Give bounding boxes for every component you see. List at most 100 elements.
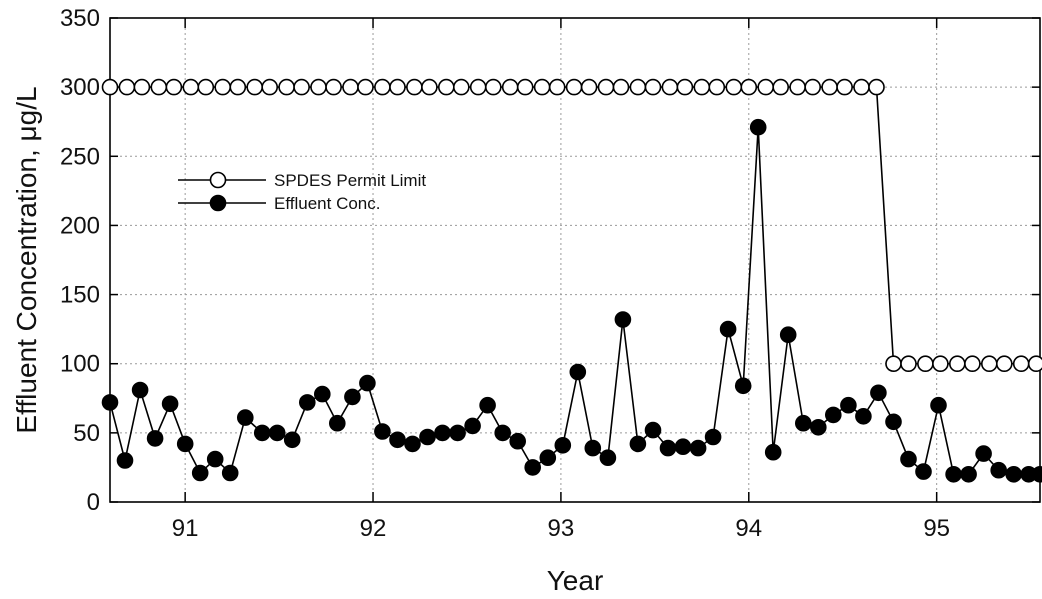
series-layer <box>101 78 1042 483</box>
data-point <box>995 355 1013 373</box>
data-point <box>676 78 694 96</box>
legend-marker <box>209 194 227 212</box>
axis-ticks: 0 50 100 150 200 250 300 350 91 92 93 94 95 <box>60 5 1040 542</box>
data-point <box>980 355 998 373</box>
data-point <box>342 78 359 96</box>
data-point <box>539 449 557 467</box>
data-point <box>133 78 151 96</box>
data-point <box>421 78 438 96</box>
data-point <box>344 388 361 406</box>
data-point <box>359 374 376 392</box>
y-tick-label: 300 <box>60 74 100 101</box>
legend: SPDES Permit Limit Effluent Conc. <box>178 171 426 213</box>
data-point <box>261 78 279 96</box>
data-point <box>313 385 331 403</box>
data-point <box>246 78 263 96</box>
data-point <box>1031 466 1042 483</box>
data-point <box>278 78 295 96</box>
data-point <box>554 436 572 454</box>
data-point <box>900 355 917 373</box>
data-point <box>734 377 752 395</box>
data-point <box>434 424 451 442</box>
data-point <box>283 431 301 449</box>
data-point <box>131 381 149 399</box>
y-tick-label: 350 <box>60 5 100 32</box>
data-point <box>150 78 168 96</box>
series-permit-limit <box>101 78 1042 373</box>
data-point <box>221 464 239 482</box>
data-point <box>1005 465 1023 483</box>
data-point <box>917 355 934 373</box>
data-point <box>749 118 767 136</box>
data-point <box>789 78 806 96</box>
data-point <box>809 418 827 436</box>
y-tick-label: 250 <box>60 143 100 170</box>
y-axis-title: Effluent Concentration, μg/L <box>11 86 42 433</box>
data-point <box>824 406 842 424</box>
data-point <box>374 78 391 96</box>
data-point <box>293 78 310 96</box>
data-point <box>990 461 1008 479</box>
data-point <box>725 78 743 96</box>
data-point <box>298 394 316 411</box>
legend-marker <box>209 171 227 189</box>
data-point <box>479 396 496 414</box>
data-point <box>118 78 136 96</box>
data-point <box>389 431 406 449</box>
data-point <box>612 78 630 96</box>
data-point <box>932 355 949 373</box>
data-point <box>964 355 981 373</box>
data-point <box>268 424 286 442</box>
data-point <box>580 78 598 96</box>
data-point <box>629 78 647 96</box>
data-point <box>836 78 853 96</box>
data-point <box>772 78 790 96</box>
data-point <box>945 465 962 483</box>
data-point <box>419 428 436 446</box>
data-point <box>101 78 119 96</box>
data-point <box>757 78 775 96</box>
data-point <box>689 439 707 457</box>
x-tick-label: 93 <box>548 515 575 542</box>
legend-item: SPDES Permit Limit <box>178 171 426 190</box>
data-point <box>328 414 346 432</box>
data-point <box>404 435 421 453</box>
series-line <box>110 86 1037 365</box>
data-point <box>855 407 872 425</box>
data-point <box>629 435 647 453</box>
x-axis-title: Year <box>547 565 604 596</box>
data-point <box>501 78 519 96</box>
data-point <box>516 78 534 96</box>
data-point <box>206 450 224 468</box>
data-point <box>116 452 134 469</box>
x-tick-label: 95 <box>923 515 950 542</box>
x-tick-label: 92 <box>360 515 387 542</box>
data-point <box>599 449 617 467</box>
data-point <box>659 439 677 457</box>
data-point <box>644 421 662 439</box>
data-point <box>357 78 374 96</box>
data-point <box>779 326 797 344</box>
data-point <box>900 450 917 468</box>
y-tick-label: 150 <box>60 282 100 309</box>
data-point <box>253 424 271 442</box>
data-point <box>821 78 838 96</box>
data-point <box>868 78 885 96</box>
data-point <box>548 78 566 96</box>
data-point <box>237 409 254 426</box>
data-point <box>740 78 758 96</box>
data-point <box>885 355 902 373</box>
data-point <box>840 396 857 414</box>
data-point <box>708 78 726 96</box>
data-point <box>885 413 902 431</box>
x-tick-label: 94 <box>735 515 762 542</box>
data-point <box>948 355 966 373</box>
data-point <box>1012 355 1030 373</box>
legend-label: SPDES Permit Limit <box>274 171 426 190</box>
data-point <box>374 423 391 440</box>
data-point <box>229 78 247 96</box>
legend-label: Effluent Conc. <box>274 194 380 213</box>
data-point <box>960 465 977 483</box>
data-point <box>182 78 200 96</box>
